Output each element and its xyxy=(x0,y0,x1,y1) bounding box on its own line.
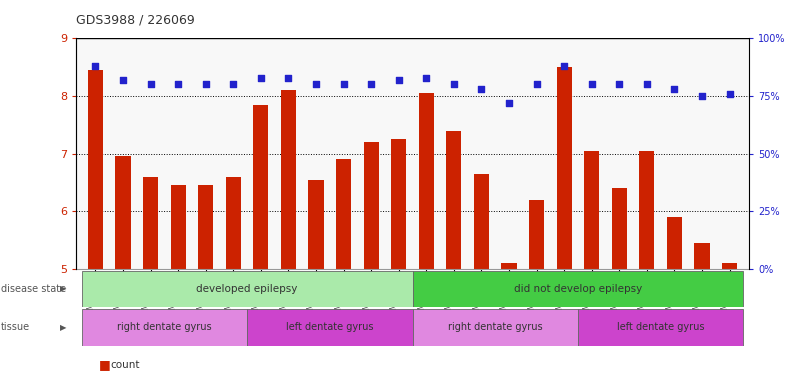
Point xyxy=(364,81,377,88)
Text: disease state: disease state xyxy=(1,284,66,294)
Text: tissue: tissue xyxy=(1,322,30,333)
Bar xyxy=(226,177,241,269)
Bar xyxy=(364,142,379,269)
Point xyxy=(255,74,268,81)
Bar xyxy=(419,93,434,269)
Bar xyxy=(446,131,461,269)
Bar xyxy=(253,104,268,269)
Bar xyxy=(501,263,517,269)
Bar xyxy=(281,90,296,269)
Point xyxy=(586,81,598,88)
Bar xyxy=(694,243,710,269)
Text: count: count xyxy=(111,360,140,370)
Bar xyxy=(88,70,103,269)
Point xyxy=(723,91,736,97)
Bar xyxy=(557,67,572,269)
Bar xyxy=(143,177,158,269)
Point xyxy=(668,86,681,92)
Text: developed epilepsy: developed epilepsy xyxy=(196,284,298,294)
Bar xyxy=(474,174,489,269)
Point xyxy=(641,81,654,88)
Point xyxy=(448,81,461,88)
Bar xyxy=(336,159,351,269)
Bar xyxy=(308,180,324,269)
Point xyxy=(310,81,323,88)
Point xyxy=(392,77,405,83)
Point xyxy=(89,63,102,69)
Bar xyxy=(667,217,682,269)
Text: right dentate gyrus: right dentate gyrus xyxy=(448,322,542,333)
Point xyxy=(475,86,488,92)
Bar xyxy=(584,151,599,269)
Point xyxy=(557,63,570,69)
Bar xyxy=(391,139,406,269)
Point xyxy=(117,77,130,83)
Bar xyxy=(612,188,627,269)
Bar xyxy=(578,309,743,346)
Point xyxy=(613,81,626,88)
Text: left dentate gyrus: left dentate gyrus xyxy=(286,322,373,333)
Point xyxy=(337,81,350,88)
Bar xyxy=(413,271,743,307)
Text: did not develop epilepsy: did not develop epilepsy xyxy=(514,284,642,294)
Point xyxy=(171,81,184,88)
Point xyxy=(502,100,515,106)
Bar xyxy=(198,185,213,269)
Bar xyxy=(247,309,413,346)
Point xyxy=(227,81,239,88)
Point xyxy=(199,81,212,88)
Text: left dentate gyrus: left dentate gyrus xyxy=(617,322,704,333)
Text: ▶: ▶ xyxy=(60,285,66,293)
Text: ▶: ▶ xyxy=(60,323,66,332)
Point xyxy=(144,81,157,88)
Bar xyxy=(82,271,413,307)
Text: right dentate gyrus: right dentate gyrus xyxy=(117,322,211,333)
Bar xyxy=(82,309,247,346)
Bar xyxy=(639,151,654,269)
Text: GDS3988 / 226069: GDS3988 / 226069 xyxy=(76,14,195,27)
Point xyxy=(420,74,433,81)
Point xyxy=(530,81,543,88)
Bar xyxy=(171,185,186,269)
Bar xyxy=(529,200,544,269)
Point xyxy=(695,93,708,99)
Bar xyxy=(115,157,131,269)
Bar xyxy=(722,263,737,269)
Bar xyxy=(413,309,578,346)
Text: ■: ■ xyxy=(99,358,111,371)
Point xyxy=(282,74,295,81)
